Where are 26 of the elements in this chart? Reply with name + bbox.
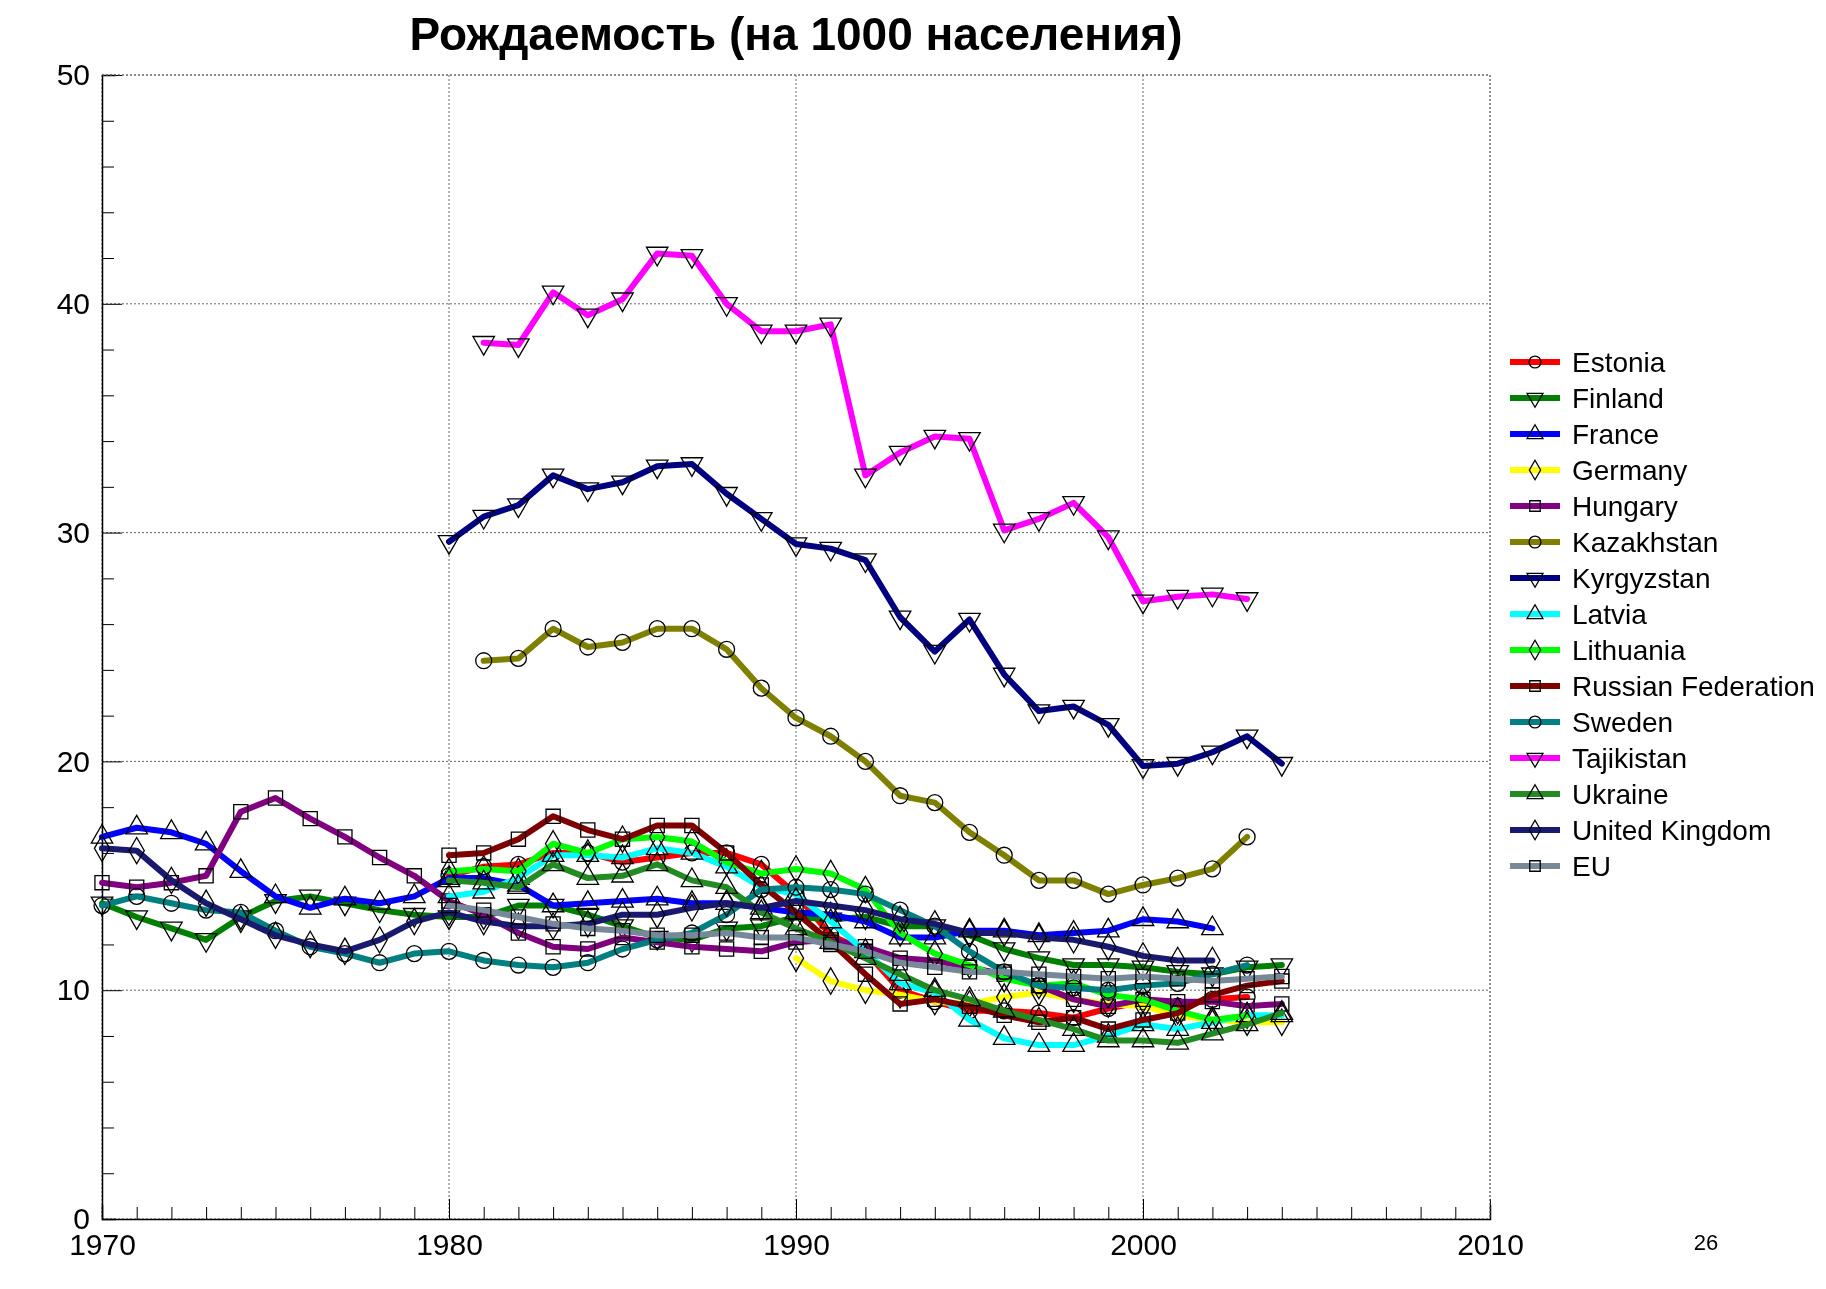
y-tick-label: 20 bbox=[56, 744, 90, 778]
legend-label: Kyrgyzstan bbox=[1572, 562, 1711, 594]
chart-title: Рождаемость (на 1000 населения) bbox=[409, 8, 1183, 60]
legend-label: Estonia bbox=[1572, 346, 1666, 378]
x-tick-label: 1990 bbox=[763, 1228, 830, 1261]
x-tick-label: 2000 bbox=[1110, 1228, 1177, 1261]
legend-label: Sweden bbox=[1572, 706, 1674, 738]
legend-label: Germany bbox=[1572, 454, 1688, 486]
y-tick-label: 30 bbox=[56, 515, 90, 549]
legend-label: Finland bbox=[1572, 382, 1664, 414]
legend-label: United Kingdom bbox=[1572, 814, 1772, 846]
text: 26 bbox=[1693, 1230, 1719, 1255]
legend-label: EU bbox=[1572, 850, 1611, 882]
legend-label: Kazakhstan bbox=[1572, 526, 1719, 558]
legend-label: Latvia bbox=[1572, 598, 1648, 630]
legend-label: France bbox=[1572, 418, 1660, 450]
x-tick-label: 1980 bbox=[416, 1228, 483, 1261]
legend-label: Hungary bbox=[1572, 490, 1678, 522]
y-tick-label: 10 bbox=[56, 973, 90, 1007]
legend-label: Lithuania bbox=[1572, 634, 1687, 666]
x-tick-label: 2010 bbox=[1457, 1228, 1524, 1261]
legend-label: Tajikistan bbox=[1572, 742, 1688, 774]
y-tick-label: 50 bbox=[56, 58, 90, 92]
legend-label: Ukraine bbox=[1572, 778, 1669, 810]
y-tick-label: 40 bbox=[56, 286, 90, 320]
legend-label: Russian Federation bbox=[1572, 670, 1815, 702]
